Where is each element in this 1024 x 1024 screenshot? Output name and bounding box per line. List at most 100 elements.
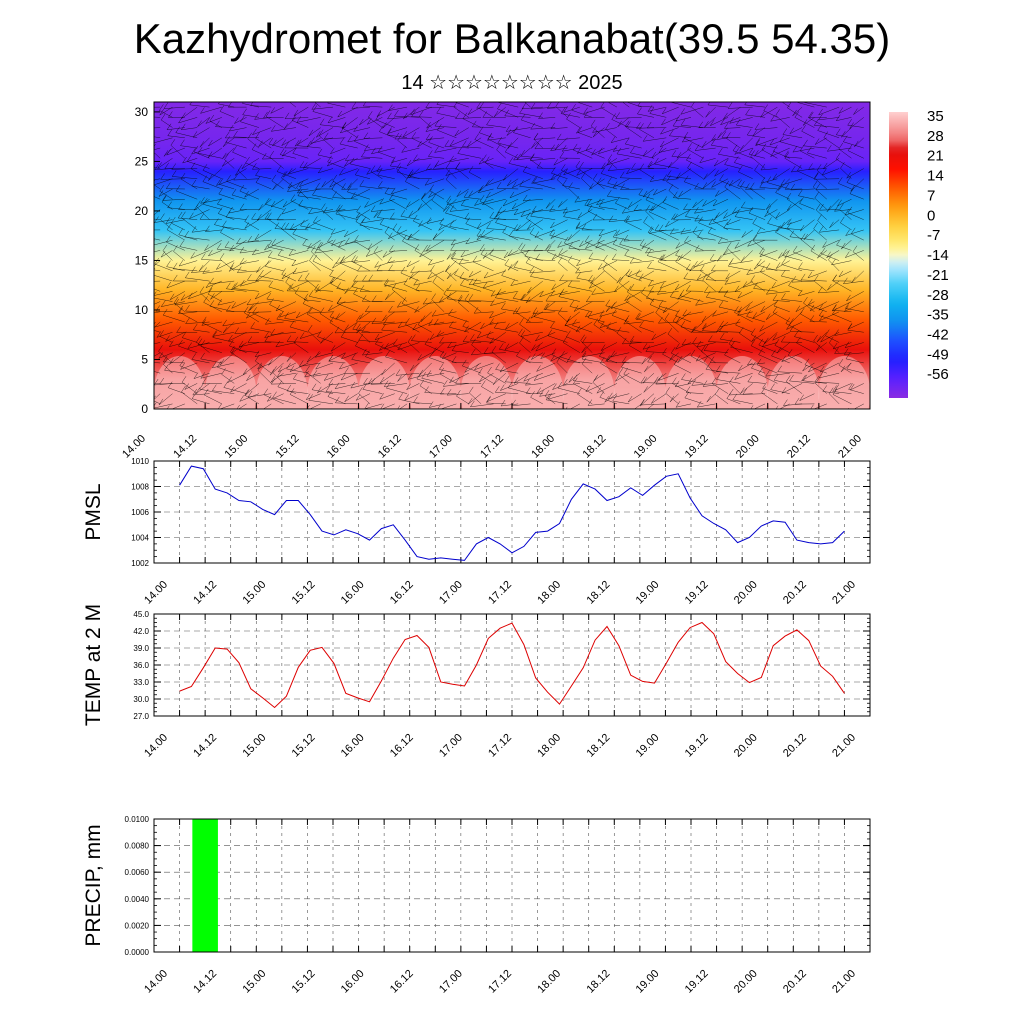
- colorbar-label: -42: [927, 326, 949, 343]
- precip-ytick-label: 0.0040: [125, 895, 150, 904]
- pmsl-chart: 1002 1004 1006 1008 1010 PMSL 14.00 14.12 15.00 1…: [82, 457, 871, 607]
- cs-xtick-label: 17.00: [427, 433, 455, 461]
- colorbar-label: -35: [927, 307, 949, 324]
- colorbar-label: 0: [927, 207, 935, 224]
- colorbar-label: -49: [927, 346, 949, 363]
- temp-ytick-label: 27.0: [133, 712, 149, 721]
- temp-xtick-label: 15.00: [240, 732, 268, 760]
- cs-xtick-label: 20.12: [785, 433, 813, 461]
- pmsl-series-line: [179, 465, 845, 561]
- temp-chart: 27.0 30.0 33.0 36.0 39.0 42.0 45.0 TEMP at 2 M 1…: [82, 604, 871, 760]
- cs-ytick-label: 10: [135, 303, 149, 317]
- cs-ytick-label: 15: [135, 253, 149, 267]
- precip-xtick-label: 20.00: [732, 968, 760, 996]
- cs-xtick-label: 15.12: [274, 433, 302, 461]
- pmsl-ytick-label: 1008: [131, 483, 149, 492]
- precip-xtick-label: 17.00: [437, 968, 465, 996]
- pmsl-xtick-label: 19.00: [634, 579, 662, 607]
- pmsl-xtick-label: 19.12: [683, 579, 711, 607]
- pmsl-ytick-label: 1004: [131, 534, 149, 543]
- cs-xtick-label: 19.12: [683, 433, 711, 461]
- cs-ytick-label: 25: [135, 154, 149, 168]
- cs-ytick-label: 30: [135, 105, 149, 119]
- temp-ytick-label: 36.0: [133, 661, 149, 670]
- precip-xtick-label: 19.12: [683, 968, 711, 996]
- temp-ytick-label: 45.0: [133, 610, 149, 619]
- temp-ylabel: TEMP at 2 M: [82, 604, 105, 726]
- precip-ytick-label: 0.0000: [125, 948, 150, 957]
- colorbar-label: -56: [927, 366, 949, 383]
- cross-section-field: [154, 102, 870, 409]
- page-title: Kazhydromet for Balkanabat(39.5 54.35): [133, 15, 891, 62]
- temp-xtick-label: 17.12: [486, 732, 514, 760]
- precip-ytick-label: 0.0020: [125, 921, 150, 930]
- temp-xtick-label: 16.12: [388, 732, 416, 760]
- temp-xtick-label: 21.00: [830, 732, 858, 760]
- temp-xtick-label: 19.00: [634, 732, 662, 760]
- colorbar: 35 28 21 14 7 0 -7 -14 -21 -28 -35 -42 -49 -56: [889, 108, 949, 398]
- precip-ylabel: PRECIP, mm: [82, 824, 105, 946]
- pmsl-xtick-label: 16.00: [339, 579, 367, 607]
- precip-xtick-label: 17.12: [486, 968, 514, 996]
- pmsl-xtick-label: 18.00: [535, 579, 563, 607]
- cs-xtick-label: 18.00: [529, 433, 557, 461]
- temp-xtick-label: 15.12: [290, 732, 318, 760]
- colorbar-label: 35: [927, 108, 944, 125]
- cs-xtick-label: 16.12: [376, 433, 404, 461]
- colorbar-label: 21: [927, 148, 944, 165]
- colorbar-scale: [889, 112, 908, 398]
- cs-xtick-label: 14.12: [171, 433, 199, 461]
- temp-xtick-label: 16.00: [339, 732, 367, 760]
- precip-xtick-label: 14.12: [191, 968, 219, 996]
- colorbar-label: -21: [927, 267, 949, 284]
- cs-xtick-label: 15.00: [222, 433, 250, 461]
- temp-ytick-label: 39.0: [133, 644, 149, 653]
- temp-xtick-label: 19.12: [683, 732, 711, 760]
- precip-bar: [192, 819, 218, 952]
- pmsl-ytick-label: 1006: [131, 508, 149, 517]
- temp-xtick-label: 17.00: [437, 732, 465, 760]
- temp-ytick-label: 33.0: [133, 678, 149, 687]
- pmsl-xtick-label: 14.12: [191, 579, 219, 607]
- colorbar-label: 28: [927, 128, 944, 145]
- temp-series-line: [179, 621, 845, 709]
- colorbar-label: -7: [927, 227, 940, 244]
- precip-chart: 0.0000 0.0020 0.0040 0.0060 0.0080 0.0100 PREC…: [82, 815, 871, 996]
- pmsl-ytick-label: 1002: [131, 559, 149, 568]
- pmsl-xtick-label: 18.12: [584, 579, 612, 607]
- temp-xtick-label: 14.00: [142, 732, 170, 760]
- cs-ytick-label: 20: [135, 204, 149, 218]
- precip-ytick-label: 0.0080: [125, 842, 150, 851]
- precip-xtick-label: 16.00: [339, 968, 367, 996]
- colorbar-label: 7: [927, 187, 935, 204]
- cs-ytick-label: 0: [141, 402, 148, 416]
- cs-ytick-label: 5: [141, 352, 148, 366]
- temp-xtick-label: 20.00: [732, 732, 760, 760]
- pmsl-xtick-label: 17.12: [486, 579, 514, 607]
- cs-xtick-label: 16.00: [325, 433, 353, 461]
- pmsl-xtick-label: 15.12: [290, 579, 318, 607]
- pmsl-xtick-label: 15.00: [240, 579, 268, 607]
- pmsl-xtick-label: 17.00: [437, 579, 465, 607]
- temp-xtick-label: 18.12: [584, 732, 612, 760]
- pmsl-ylabel: PMSL: [82, 483, 105, 540]
- pmsl-xtick-label: 20.12: [781, 579, 809, 607]
- pmsl-xtick-label: 16.12: [388, 579, 416, 607]
- cs-xtick-label: 18.12: [580, 433, 608, 461]
- cs-xtick-label: 17.12: [478, 433, 506, 461]
- precip-xtick-label: 20.12: [781, 968, 809, 996]
- precip-xtick-label: 14.00: [142, 968, 170, 996]
- cs-xtick-label: 20.00: [734, 433, 762, 461]
- temp-ytick-label: 30.0: [133, 695, 149, 704]
- wind-barbs: [154, 102, 865, 409]
- temp-ytick-label: 42.0: [133, 627, 149, 636]
- cs-xtick-label: 21.00: [836, 433, 864, 461]
- precip-xtick-label: 18.00: [535, 968, 563, 996]
- precip-xtick-label: 15.12: [290, 968, 318, 996]
- precip-xtick-label: 15.00: [240, 968, 268, 996]
- pmsl-ytick-label: 1010: [131, 457, 149, 466]
- temp-xtick-label: 20.12: [781, 732, 809, 760]
- colorbar-label: -14: [927, 247, 949, 264]
- temp-xtick-label: 14.12: [191, 732, 219, 760]
